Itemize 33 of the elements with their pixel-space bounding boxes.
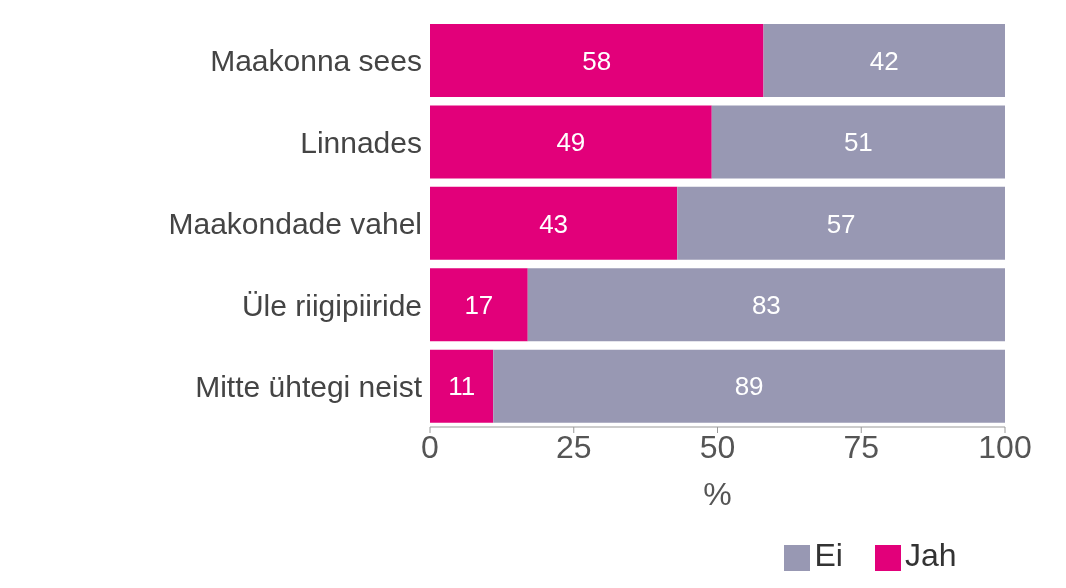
x-tick-label: 0: [421, 428, 439, 465]
data-label: 42: [869, 45, 899, 76]
data-label: 57: [826, 208, 856, 239]
x-tick-label: 25: [555, 428, 592, 465]
legend-label: Jah: [904, 537, 957, 573]
data-label: 51: [843, 127, 873, 158]
x-tick-label: 100: [978, 428, 1032, 465]
y-tick-label: Linnades: [300, 125, 422, 159]
x-tick-label: 75: [843, 428, 880, 465]
bar: [430, 186, 678, 260]
data-label: 43: [539, 208, 569, 239]
bar: [763, 24, 1005, 98]
x-axis-title: %: [703, 476, 732, 512]
data-label: 58: [582, 45, 612, 76]
bar: [430, 24, 764, 98]
y-tick-label: Maakondade vahel: [168, 207, 422, 241]
data-label: 83: [751, 290, 781, 320]
legend-label: Ei: [814, 537, 843, 573]
bar: [711, 105, 1005, 179]
bar: [493, 349, 1005, 423]
data-label: 49: [556, 127, 586, 158]
data-label: 89: [734, 371, 764, 402]
bar: [430, 349, 494, 423]
data-label: 17: [464, 290, 494, 320]
x-tick-label: 50: [699, 428, 736, 465]
bar: [527, 268, 1005, 342]
data-label: 11: [448, 371, 476, 402]
bar: [430, 268, 528, 342]
bar: [430, 105, 712, 179]
bar: [677, 186, 1005, 260]
y-tick-label: Mitte ühtegi neist: [195, 369, 423, 403]
y-tick-label: Maakonna sees: [210, 44, 422, 78]
y-tick-label: Üle riigipiiride: [241, 288, 422, 322]
